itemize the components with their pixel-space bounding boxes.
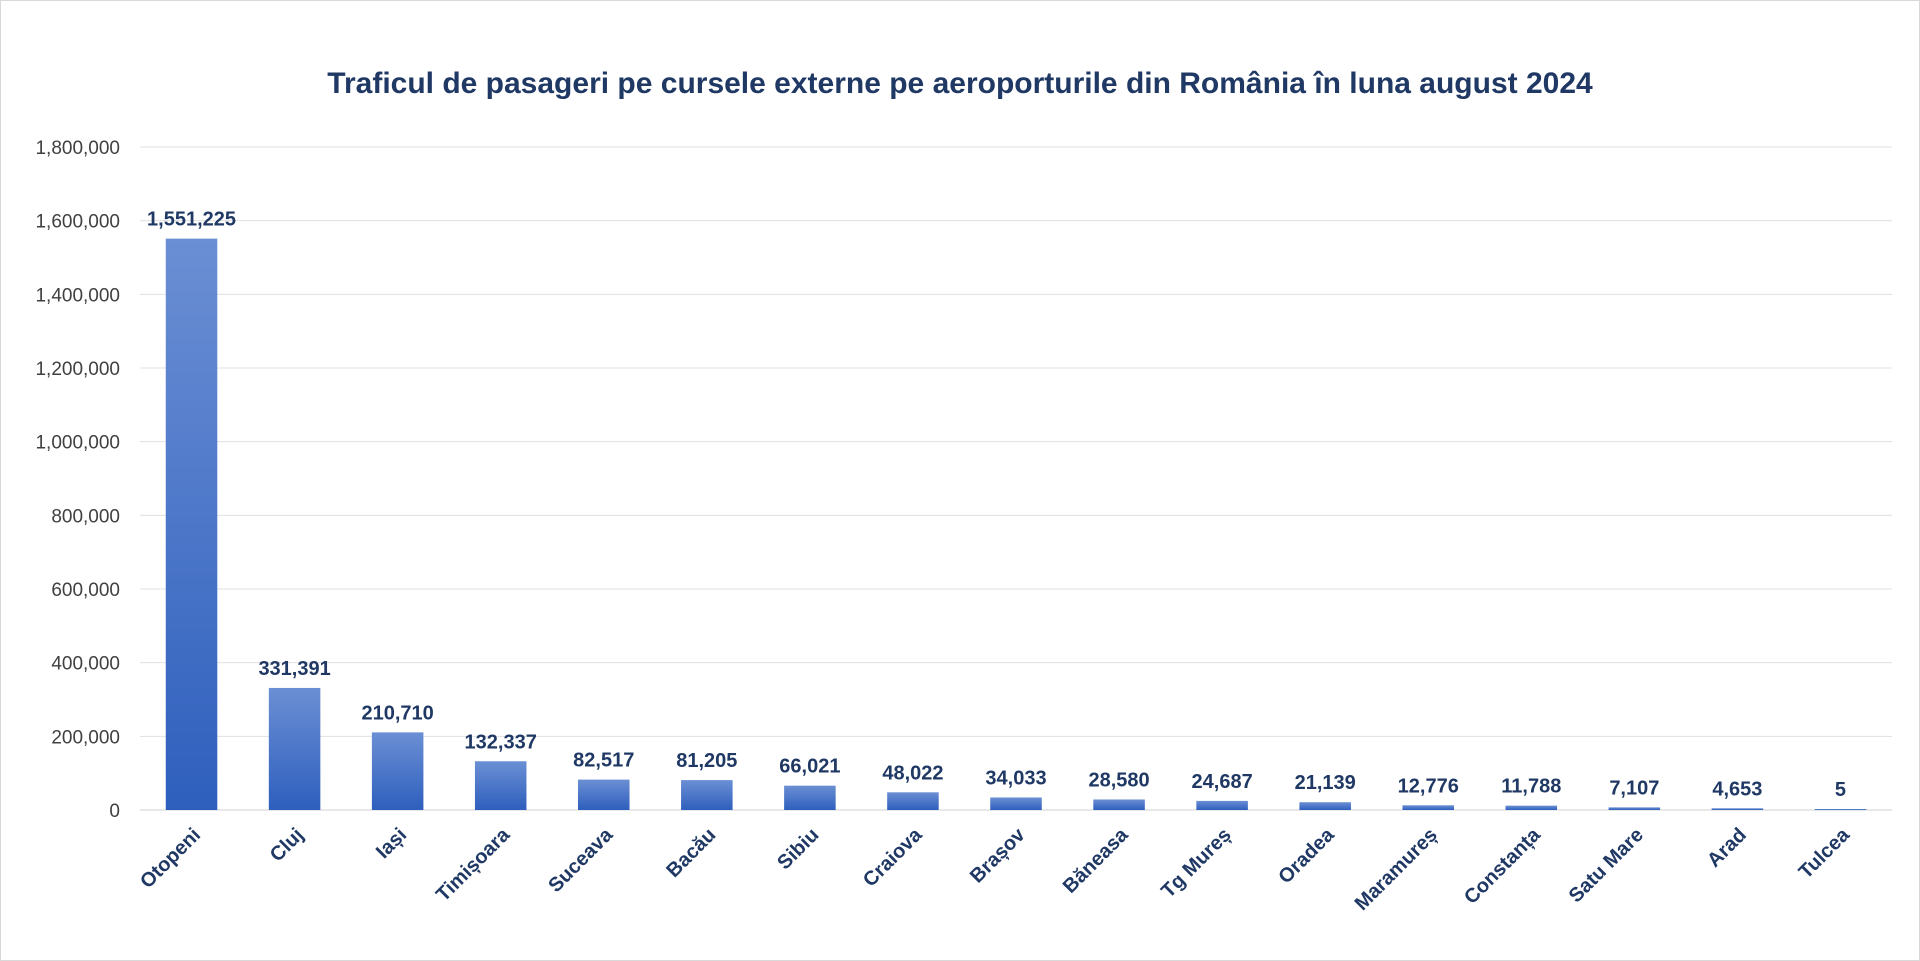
- data-label: 48,022: [882, 762, 943, 784]
- bar-timișoara: [474, 761, 527, 810]
- bar-tg-mureș: [1196, 800, 1248, 810]
- x-tick-label: Oradea: [1274, 823, 1339, 888]
- y-tick-label: 1,600,000: [35, 212, 120, 233]
- data-label: 4,653: [1712, 778, 1762, 800]
- x-tick-label: Otopeni: [136, 824, 205, 893]
- x-tick-label: Maramureș: [1351, 824, 1442, 915]
- data-label: 82,517: [573, 750, 634, 772]
- data-label: 132,337: [465, 731, 537, 753]
- y-axis-ticks: 0 200,000 400,000 600,000 800,000 1,000,000 1,…: [35, 138, 120, 822]
- x-axis-ticks: Otopeni Cluj Iași Timișoara Suceava Bacău Sibi…: [136, 823, 1855, 915]
- data-label: 24,687: [1192, 771, 1253, 793]
- x-tick-label: Constanța: [1460, 823, 1545, 908]
- y-tick-label: 1,800,000: [35, 138, 120, 159]
- y-tick-label: 1,400,000: [35, 285, 120, 306]
- bar-brașov: [990, 797, 1042, 810]
- x-tick-label: Brașov: [966, 823, 1030, 887]
- data-label: 81,205: [676, 750, 737, 772]
- x-tick-label: Satu Mare: [1565, 824, 1648, 907]
- bar-iași: [371, 732, 424, 810]
- y-tick-label: 600,000: [51, 580, 120, 601]
- y-tick-label: 800,000: [51, 506, 120, 527]
- x-tick-label: Băneasa: [1059, 823, 1133, 897]
- x-tick-label: Timișoara: [432, 823, 515, 906]
- bar-băneasa: [1093, 799, 1145, 810]
- data-label: 5: [1835, 779, 1846, 801]
- bar-suceava: [578, 779, 630, 810]
- x-tick-label: Suceava: [544, 823, 618, 897]
- data-labels: 1,551,225 331,391 210,710 132,337 82,517 81,2…: [147, 209, 1846, 801]
- bar-constanța: [1505, 805, 1558, 810]
- bar-craiova: [887, 792, 939, 810]
- bar-maramureș: [1402, 805, 1454, 810]
- bar-satu-mare: [1608, 807, 1661, 810]
- y-tick-label: 0: [109, 801, 120, 822]
- bars: [165, 238, 1867, 810]
- bar-tulcea: [1814, 809, 1867, 810]
- data-label: 28,580: [1088, 769, 1149, 791]
- x-tick-label: Cluj: [266, 824, 308, 866]
- bar-otopeni: [165, 238, 218, 810]
- x-tick-label: Iași: [372, 824, 411, 863]
- x-tick-label: Tg Mureș: [1157, 824, 1235, 902]
- y-tick-label: 400,000: [51, 654, 120, 675]
- bar-cluj: [268, 687, 321, 810]
- bar-bacău: [681, 780, 733, 810]
- x-tick-label: Craiova: [859, 823, 927, 891]
- data-label: 12,776: [1398, 775, 1459, 797]
- data-label: 210,710: [361, 702, 433, 724]
- data-label: 331,391: [258, 658, 330, 680]
- chart-title: Traficul de pasageri pe cursele externe …: [327, 67, 1593, 100]
- bar-oradea: [1299, 802, 1351, 810]
- gridlines: [140, 146, 1892, 811]
- x-tick-label: Bacău: [662, 824, 720, 882]
- x-tick-label: Arad: [1703, 824, 1751, 872]
- data-label: 66,021: [779, 756, 840, 778]
- y-tick-label: 1,200,000: [35, 359, 120, 380]
- bar-arad: [1711, 808, 1764, 810]
- y-tick-label: 1,000,000: [35, 433, 120, 454]
- data-label: 7,107: [1609, 777, 1659, 799]
- data-label: 1,551,225: [147, 209, 236, 231]
- x-tick-label: Sibiu: [773, 824, 823, 874]
- data-label: 34,033: [985, 767, 1046, 789]
- bar-sibiu: [784, 785, 836, 810]
- x-tick-label: Tulcea: [1795, 823, 1855, 883]
- data-label: 21,139: [1295, 772, 1356, 794]
- data-label: 11,788: [1501, 776, 1561, 798]
- y-tick-label: 200,000: [51, 727, 120, 748]
